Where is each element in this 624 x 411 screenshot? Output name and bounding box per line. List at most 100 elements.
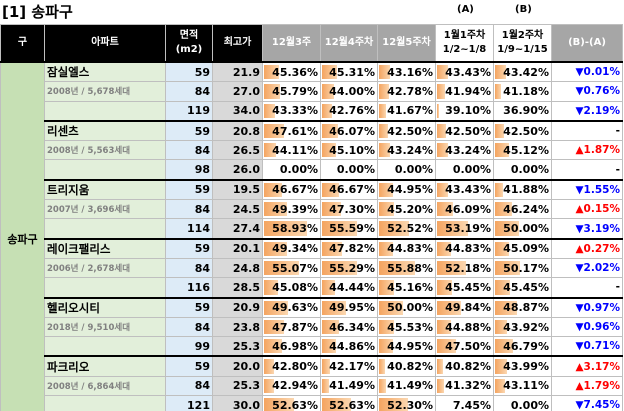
rate-text: 49.63% <box>272 301 318 315</box>
rate-text: 45.20% <box>387 202 433 216</box>
rate-text: 41.88% <box>503 183 549 197</box>
max-price: 23.8 <box>212 316 263 338</box>
data-row: 2006년 / 2,678세대 84 24.8 55.07% 55.29% 55.88% 5… <box>1 257 623 279</box>
rate: 44.11% <box>262 140 321 161</box>
area: 98 <box>165 159 213 181</box>
data-bar <box>379 378 387 394</box>
rate: 55.88% <box>377 257 436 279</box>
title: [1] 송파구 <box>2 3 73 21</box>
rate-text: 0.00% <box>336 163 375 177</box>
rate: 46.24% <box>493 199 552 220</box>
area: 84 <box>165 140 213 161</box>
apartment-blank <box>44 218 166 240</box>
data-bar <box>495 300 518 315</box>
rate: 42.50% <box>493 119 552 142</box>
data-bar <box>379 319 395 335</box>
data-bar <box>322 221 358 236</box>
data-bar <box>437 84 446 99</box>
label-b: (B) <box>515 4 532 15</box>
max-price: 20.1 <box>212 237 263 259</box>
rate: 0.00% <box>493 159 552 181</box>
data-bar <box>379 84 389 99</box>
data-bar <box>495 123 505 139</box>
rate: 44.83% <box>377 237 436 259</box>
rate: 39.10% <box>435 100 494 122</box>
rate: 45.36% <box>262 61 321 83</box>
data-bar <box>264 202 288 217</box>
rate-text: 46.98% <box>272 339 318 353</box>
data-row: 114 27.4 58.93% 55.59% 52.52% 53.19% 50.00% ▼3.… <box>1 218 623 240</box>
area: 59 <box>165 296 213 318</box>
rate-text: 45.31% <box>329 65 375 79</box>
apartment-blank <box>44 395 166 411</box>
rate-text: 52.52% <box>387 222 433 236</box>
rate-text: 46.67% <box>329 183 375 197</box>
rate: 47.50% <box>435 336 494 357</box>
rate: 43.33% <box>262 100 321 122</box>
rate: 44.44% <box>320 277 378 299</box>
rate: 42.17% <box>320 355 378 377</box>
header-line: (m2) <box>175 44 203 55</box>
rate-text: 41.94% <box>445 84 491 98</box>
rate-text: 45.45% <box>503 280 549 294</box>
difference: - <box>551 119 623 142</box>
data-bar <box>437 221 468 236</box>
area: 84 <box>165 257 213 279</box>
rate: 48.87% <box>493 296 552 318</box>
column-header: 1월1주차 1/2~1/8 <box>435 24 494 63</box>
data-bar <box>264 339 283 354</box>
rate-text: 45.09% <box>503 242 549 256</box>
data-bar <box>495 378 506 394</box>
rate-text: 43.92% <box>503 320 549 334</box>
rate: 44.00% <box>320 81 378 102</box>
header-line: (B)-(A) <box>568 37 606 48</box>
apartment-blank <box>44 100 166 122</box>
max-price: 20.0 <box>212 355 263 377</box>
rate-text: 40.82% <box>387 360 433 374</box>
rate-text: 36.90% <box>503 104 549 118</box>
rate-text: 52.18% <box>445 261 491 275</box>
rate: 46.67% <box>262 178 321 201</box>
rate-text: 41.49% <box>329 379 375 393</box>
apartment-name: 트리지움 <box>44 178 166 201</box>
rate-text: 42.80% <box>272 360 318 374</box>
rate: 41.49% <box>320 375 378 397</box>
data-bar <box>264 143 277 158</box>
rate-text: 0.00% <box>394 163 433 177</box>
rate-text: 0.00% <box>452 163 491 177</box>
rate: 45.09% <box>493 237 552 259</box>
data-bar <box>379 398 409 411</box>
rate: 42.50% <box>435 119 494 142</box>
apartment-info: 2018년 / 9,510세대 <box>44 316 166 338</box>
data-bar <box>379 65 390 80</box>
max-price: 30.0 <box>212 395 263 411</box>
rate: 45.20% <box>377 199 436 220</box>
data-bar <box>322 339 336 354</box>
area: 116 <box>165 277 213 299</box>
difference: ▼1.55% <box>551 178 623 201</box>
header-line: 면적 <box>179 30 199 41</box>
data-bar <box>322 241 342 256</box>
rate: 46.98% <box>262 336 321 357</box>
max-price: 26.5 <box>212 140 263 161</box>
data-bar <box>264 280 279 295</box>
rate: 41.32% <box>435 375 494 397</box>
data-bar <box>264 241 288 256</box>
data-bar <box>322 359 331 374</box>
header-line: 1월2주차 <box>501 30 544 41</box>
apartment-blank <box>44 277 166 299</box>
data-row: 2008년 / 5,678세대 84 27.0 45.79% 44.00% 42.78% 4… <box>1 81 623 102</box>
data-row: 2008년 / 6,864세대 84 25.3 42.94% 41.49% 41.49% 4… <box>1 375 623 397</box>
max-price: 20.9 <box>212 296 263 318</box>
rate-text: 55.07% <box>272 261 318 275</box>
apartment-name: 파크리오 <box>44 355 166 377</box>
area: 59 <box>165 237 213 259</box>
rate: 0.00% <box>493 395 552 411</box>
column-header: 면적 (m2) <box>165 24 213 63</box>
area: 59 <box>165 178 213 201</box>
header-row: 구 아파트 면적 (m2) 최고가 12월3주 12월4주차 12월5주차 1월1주차 1/2~1… <box>0 24 623 63</box>
difference: ▼0.97% <box>551 296 623 318</box>
rate: 40.82% <box>435 355 494 377</box>
data-bar <box>264 65 279 80</box>
